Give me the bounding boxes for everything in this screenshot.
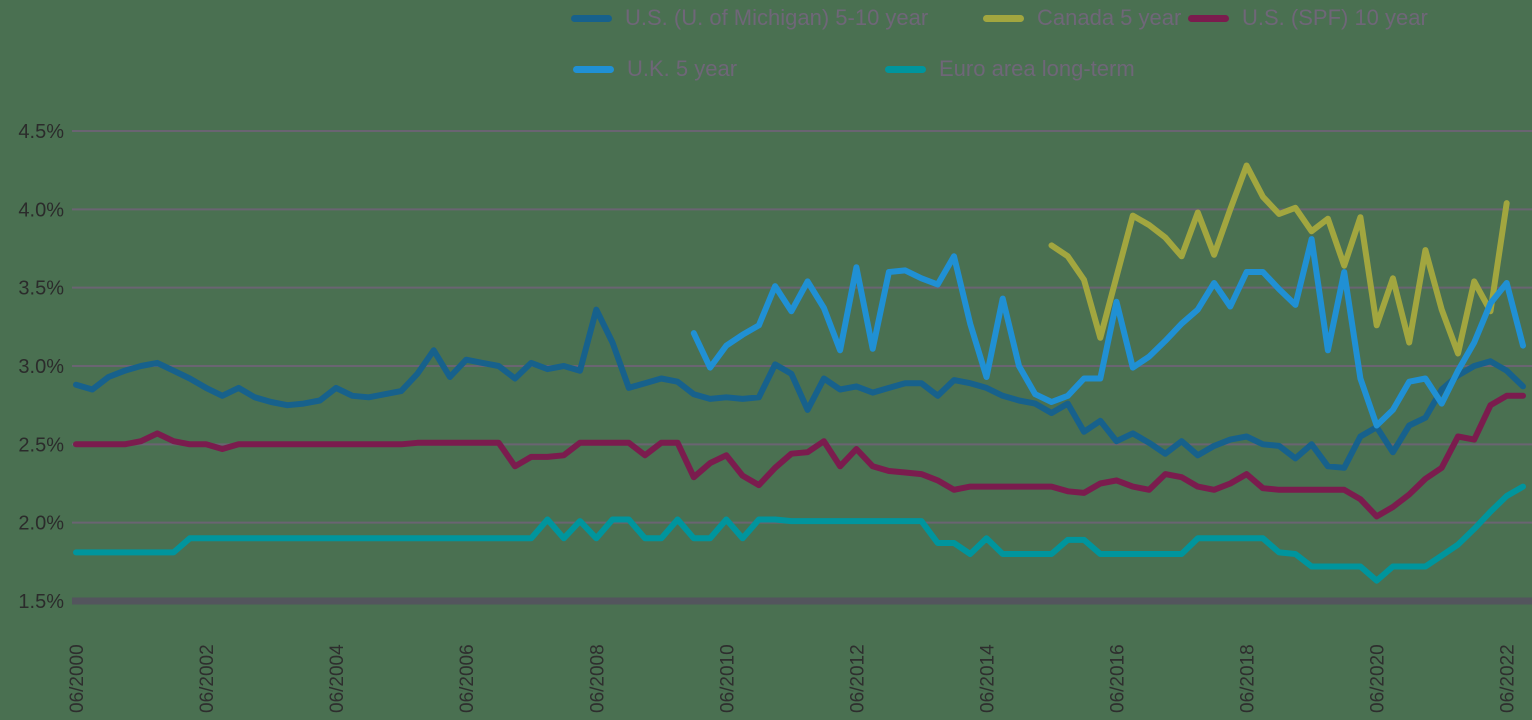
legend-item-uk-5-year[interactable]: U.K. 5 year <box>573 57 737 81</box>
legend-swatch-icon <box>571 14 612 22</box>
x-axis-tick-label: 06/2018 <box>1238 644 1259 713</box>
x-axis-tick-label: 06/2020 <box>1368 644 1389 713</box>
series-line-euro-area-long-term <box>73 483 1526 584</box>
legend-label: Canada 5 year <box>1037 5 1182 30</box>
series-line-uk-5-year <box>690 236 1526 429</box>
legend-swatch-icon <box>885 65 926 73</box>
legend-label: Euro area long-term <box>939 56 1135 81</box>
legend-item-us-spf-10-year[interactable]: U.S. (SPF) 10 year <box>1188 6 1428 30</box>
x-axis-tick-label: 06/2010 <box>717 644 738 713</box>
x-axis-tick-label: 06/2022 <box>1498 644 1519 713</box>
legend-label: U.K. 5 year <box>627 56 738 81</box>
series-line-us-michigan-5-10-year <box>73 306 1526 471</box>
x-axis-tick-label: 06/2004 <box>327 644 348 713</box>
legend-label: U.S. (U. of Michigan) 5-10 year <box>625 5 929 30</box>
y-axis-tick-label: 2.0% <box>18 513 64 535</box>
legend-item-us-michigan-5-10-year[interactable]: U.S. (U. of Michigan) 5-10 year <box>571 6 928 30</box>
y-axis-tick-label: 1.5% <box>18 591 64 613</box>
series-line-us-spf-10-year <box>73 392 1526 520</box>
x-axis-tick-label: 06/2008 <box>587 644 608 713</box>
x-axis-tick-label: 06/2014 <box>977 644 998 713</box>
legend-swatch-icon <box>983 14 1024 22</box>
y-axis-tick-label: 4.0% <box>18 199 64 221</box>
x-axis-tick-label: 06/2002 <box>197 644 218 713</box>
x-axis-tick-label: 06/2000 <box>67 644 88 713</box>
chart-legend: U.S. (U. of Michigan) 5-10 year Canada 5… <box>0 0 1532 95</box>
x-axis-tick-label: 06/2012 <box>847 644 868 713</box>
legend-item-euro-area-long-term[interactable]: Euro area long-term <box>885 57 1135 81</box>
x-axis-tick-label: 06/2006 <box>457 644 478 713</box>
legend-item-canada-5-year[interactable]: Canada 5 year <box>983 6 1181 30</box>
y-axis-tick-label: 3.5% <box>18 278 64 300</box>
legend-label: U.S. (SPF) 10 year <box>1242 5 1428 30</box>
legend-swatch-icon <box>573 65 614 73</box>
y-axis-tick-label: 4.5% <box>18 121 64 143</box>
x-axis-tick-label: 06/2016 <box>1108 644 1129 713</box>
y-axis-tick-label: 2.5% <box>18 434 64 456</box>
y-axis-tick-label: 3.0% <box>18 356 64 378</box>
legend-swatch-icon <box>1188 14 1229 22</box>
series-line-canada-5-year <box>1048 162 1510 357</box>
